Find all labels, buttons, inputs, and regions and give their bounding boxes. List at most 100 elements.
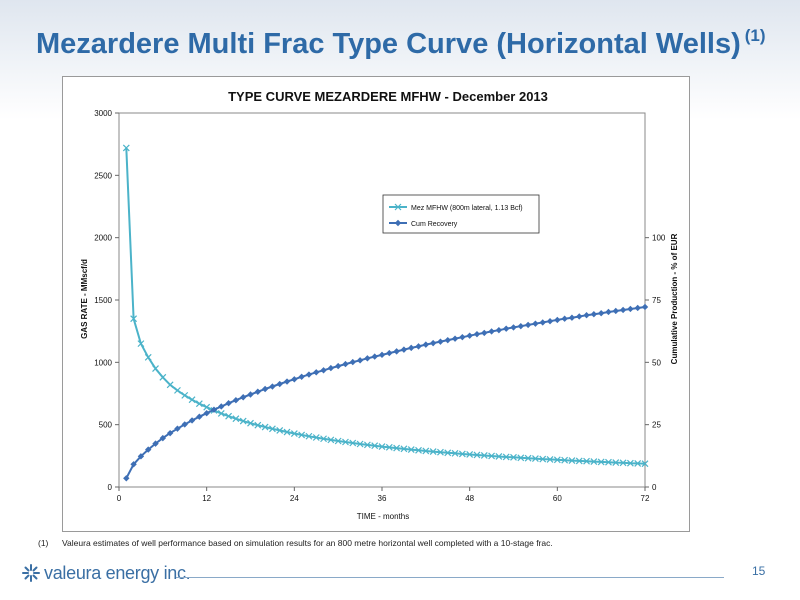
- data-point-cum-recovery: [415, 343, 422, 350]
- data-point-cum-recovery: [561, 315, 568, 322]
- data-point-cum-recovery: [400, 346, 408, 353]
- data-point-gas-rate: [400, 445, 408, 453]
- data-point-cum-recovery: [451, 335, 459, 342]
- page-number: 15: [752, 564, 766, 578]
- x-tick-label: 72: [641, 494, 650, 503]
- x-tick-label: 0: [117, 494, 122, 503]
- data-point-cum-recovery: [364, 355, 371, 362]
- data-point-cum-recovery: [239, 394, 247, 401]
- data-point-gas-rate: [437, 448, 444, 456]
- chart-legend: Mez MFHW (800m lateral, 1.13 Bcf) Cum Rec…: [382, 194, 540, 234]
- y2-tick-label: 0: [652, 483, 657, 492]
- data-point-cum-recovery: [583, 312, 590, 319]
- data-point-gas-rate: [195, 400, 203, 408]
- data-point-cum-recovery: [502, 325, 510, 332]
- data-point-gas-rate: [422, 447, 430, 455]
- legend-box: [382, 194, 540, 234]
- data-point-gas-rate: [320, 435, 327, 443]
- data-point-cum-recovery: [524, 321, 532, 329]
- data-point-gas-rate: [641, 460, 649, 468]
- data-point-gas-rate: [144, 353, 152, 361]
- y2-tick-label: 75: [652, 296, 661, 305]
- data-point-cum-recovery: [546, 317, 554, 325]
- data-point-cum-recovery: [210, 406, 218, 413]
- y-tick-label: 2000: [94, 234, 112, 243]
- data-point-cum-recovery: [232, 397, 240, 404]
- y-tick-label: 500: [99, 421, 113, 430]
- data-point-cum-recovery: [196, 413, 203, 420]
- data-point-cum-recovery: [437, 338, 444, 345]
- data-point-cum-recovery: [495, 326, 503, 334]
- data-point-gas-rate: [517, 454, 525, 462]
- data-point-gas-rate: [334, 437, 342, 445]
- data-point-cum-recovery: [517, 322, 525, 330]
- data-point-gas-rate: [356, 440, 364, 448]
- data-point-cum-recovery: [152, 440, 159, 447]
- y-tick-label: 1500: [94, 296, 112, 305]
- data-point-cum-recovery: [276, 380, 283, 388]
- data-point-cum-recovery: [313, 369, 320, 376]
- data-point-cum-recovery: [619, 306, 627, 314]
- data-point-gas-rate: [466, 451, 474, 458]
- y-tick-label: 2500: [94, 171, 112, 180]
- data-point-cum-recovery: [408, 344, 415, 352]
- data-point-gas-rate: [480, 452, 488, 459]
- data-point-cum-recovery: [627, 305, 634, 313]
- data-point-gas-rate: [239, 417, 247, 425]
- data-point-cum-recovery: [576, 313, 583, 320]
- data-point-gas-rate: [531, 455, 539, 463]
- data-point-cum-recovery: [393, 348, 400, 355]
- data-point-gas-rate: [451, 449, 459, 457]
- data-point-cum-recovery: [166, 429, 174, 437]
- data-point-gas-rate: [605, 458, 612, 466]
- data-point-gas-rate: [349, 439, 357, 447]
- data-point-cum-recovery: [641, 303, 649, 311]
- data-point-gas-rate: [444, 449, 452, 457]
- footer-divider: [176, 577, 724, 578]
- data-point-cum-recovery: [371, 353, 378, 360]
- data-point-gas-rate: [342, 438, 349, 446]
- data-point-gas-rate: [407, 446, 415, 454]
- data-point-cum-recovery: [488, 328, 495, 335]
- data-point-cum-recovery: [466, 332, 473, 339]
- data-point-gas-rate: [458, 450, 466, 458]
- data-point-gas-rate: [539, 455, 547, 463]
- data-point-gas-rate: [290, 430, 298, 437]
- data-point-cum-recovery: [444, 336, 451, 344]
- legend-label-cum-recovery: Cum Recovery: [411, 221, 458, 228]
- data-point-cum-recovery: [422, 341, 430, 348]
- data-point-cum-recovery: [510, 324, 517, 331]
- data-point-gas-rate: [261, 423, 269, 431]
- data-point-cum-recovery: [298, 373, 305, 380]
- data-point-gas-rate: [510, 453, 517, 461]
- data-point-gas-rate: [217, 410, 225, 417]
- data-point-gas-rate: [385, 443, 393, 451]
- footnote: (1) Valeura estimates of well performance…: [38, 538, 553, 548]
- data-point-cum-recovery: [283, 378, 291, 385]
- legend-marker-cum-recovery: [394, 219, 402, 227]
- y2-tick-label: 100: [652, 234, 666, 243]
- legend-marker-gas-rate: [394, 203, 402, 211]
- data-point-cum-recovery: [473, 330, 481, 338]
- chart-title: TYPE CURVE MEZARDERE MFHW - December 201…: [228, 89, 548, 104]
- x-axis-label: TIME - months: [357, 512, 409, 521]
- data-point-gas-rate: [473, 451, 481, 459]
- valeura-logo-icon: [22, 564, 40, 582]
- data-point-gas-rate: [268, 425, 276, 433]
- y2-tick-label: 25: [652, 421, 661, 430]
- data-point-cum-recovery: [342, 360, 349, 368]
- data-point-cum-recovery: [159, 434, 167, 442]
- data-point-cum-recovery: [481, 329, 488, 337]
- plot-border: [118, 112, 646, 488]
- data-point-gas-rate: [137, 340, 145, 348]
- data-point-gas-rate: [305, 432, 313, 440]
- data-point-gas-rate: [415, 446, 422, 454]
- data-point-cum-recovery: [137, 453, 145, 460]
- data-point-cum-recovery: [305, 371, 313, 378]
- series-line-cum-recovery: [125, 306, 646, 479]
- y-tick-label: 0: [108, 483, 113, 492]
- data-point-cum-recovery: [174, 425, 181, 432]
- data-point-gas-rate: [495, 453, 503, 460]
- data-point-gas-rate: [488, 452, 496, 460]
- data-point-cum-recovery: [539, 319, 546, 326]
